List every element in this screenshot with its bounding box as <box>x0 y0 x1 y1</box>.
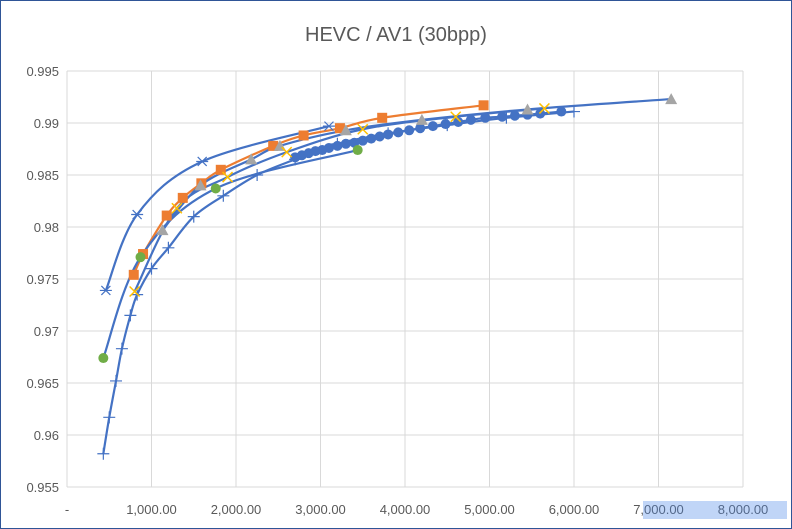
series-line <box>104 125 330 291</box>
data-point <box>377 112 388 123</box>
data-point <box>124 309 137 322</box>
y-tick-label: 0.955 <box>26 480 59 495</box>
data-point <box>480 112 491 123</box>
data-point <box>110 374 123 387</box>
data-point <box>366 133 377 144</box>
data-point <box>171 202 183 214</box>
data-point <box>415 113 428 125</box>
data-point <box>322 121 335 132</box>
series-markers-group <box>98 145 363 364</box>
data-point <box>251 169 264 181</box>
x-tick-label: 7,000.00 <box>633 502 684 517</box>
data-point <box>103 411 116 424</box>
data-point <box>177 192 188 203</box>
series-markers-group <box>97 105 580 460</box>
series-line <box>102 148 358 359</box>
data-point <box>194 179 207 191</box>
data-point <box>97 447 110 460</box>
data-point <box>332 140 343 151</box>
series-lines <box>102 97 672 454</box>
data-point <box>340 138 351 149</box>
series-markers-group <box>129 102 550 298</box>
y-tick-label: 0.98 <box>34 220 59 235</box>
data-point <box>298 130 309 141</box>
data-point <box>323 142 334 153</box>
series-markers-group <box>290 106 567 163</box>
series-markers-group <box>156 93 678 236</box>
x-tick-label: 1,000.00 <box>126 502 177 517</box>
data-point <box>538 102 550 114</box>
x-tick-label: 4,000.00 <box>380 502 431 517</box>
data-point <box>352 145 363 156</box>
series-line <box>102 110 575 454</box>
data-point <box>162 241 175 254</box>
y-tick-label: 0.96 <box>34 428 59 443</box>
data-point <box>357 135 368 146</box>
x-tick-label: 5,000.00 <box>464 502 515 517</box>
data-point <box>374 131 385 142</box>
chart-title: HEVC / AV1 (30bpp) <box>305 24 487 46</box>
data-point <box>568 105 580 118</box>
y-tick-label: 0.965 <box>26 376 59 391</box>
data-point <box>427 121 438 132</box>
data-point <box>99 285 112 296</box>
data-point <box>393 127 404 138</box>
data-point <box>383 129 394 140</box>
data-point <box>217 189 230 202</box>
data-point <box>404 125 415 136</box>
grid <box>66 70 744 488</box>
x-tick-label: - <box>65 502 69 517</box>
data-point <box>196 156 209 167</box>
data-point <box>98 353 109 364</box>
data-point <box>145 262 158 275</box>
data-point <box>129 285 141 298</box>
axis-ticks: 0.955 0.96 0.965 0.97 0.975 0.98 0.985 0.99 0.99… <box>26 64 768 517</box>
data-point <box>135 252 146 263</box>
data-point <box>478 100 489 111</box>
data-point <box>339 124 352 136</box>
data-point <box>357 123 369 135</box>
data-point <box>415 123 426 134</box>
watermark <box>643 501 787 519</box>
series-line <box>161 97 672 231</box>
data-point <box>161 210 172 221</box>
data-point <box>268 140 279 151</box>
data-point <box>131 209 144 220</box>
data-point <box>156 224 169 236</box>
data-point <box>222 171 234 183</box>
data-point <box>521 103 534 115</box>
x-tick-label: 8,000.00 <box>718 502 769 517</box>
series-markers-group <box>99 121 335 296</box>
data-point <box>245 153 258 165</box>
data-point <box>665 93 678 105</box>
data-point <box>210 183 221 194</box>
data-point <box>453 116 464 127</box>
data-point <box>128 269 139 280</box>
data-point <box>465 114 476 125</box>
y-tick-label: 0.995 <box>26 64 59 79</box>
data-point <box>440 119 451 130</box>
data-point <box>281 146 293 158</box>
data-point <box>215 164 226 175</box>
x-tick-label: 6,000.00 <box>549 502 600 517</box>
y-tick-label: 0.985 <box>26 168 59 183</box>
data-point <box>450 111 462 123</box>
y-tick-label: 0.99 <box>34 116 59 131</box>
data-point <box>509 110 520 121</box>
data-point <box>187 210 200 223</box>
y-tick-label: 0.975 <box>26 272 59 287</box>
y-tick-label: 0.97 <box>34 324 59 339</box>
data-point <box>497 111 508 122</box>
series-markers <box>97 93 678 460</box>
x-tick-label: 2,000.00 <box>211 502 262 517</box>
data-point <box>115 342 128 355</box>
data-point <box>556 106 567 117</box>
x-tick-label: 3,000.00 <box>295 502 346 517</box>
data-point <box>334 123 345 134</box>
